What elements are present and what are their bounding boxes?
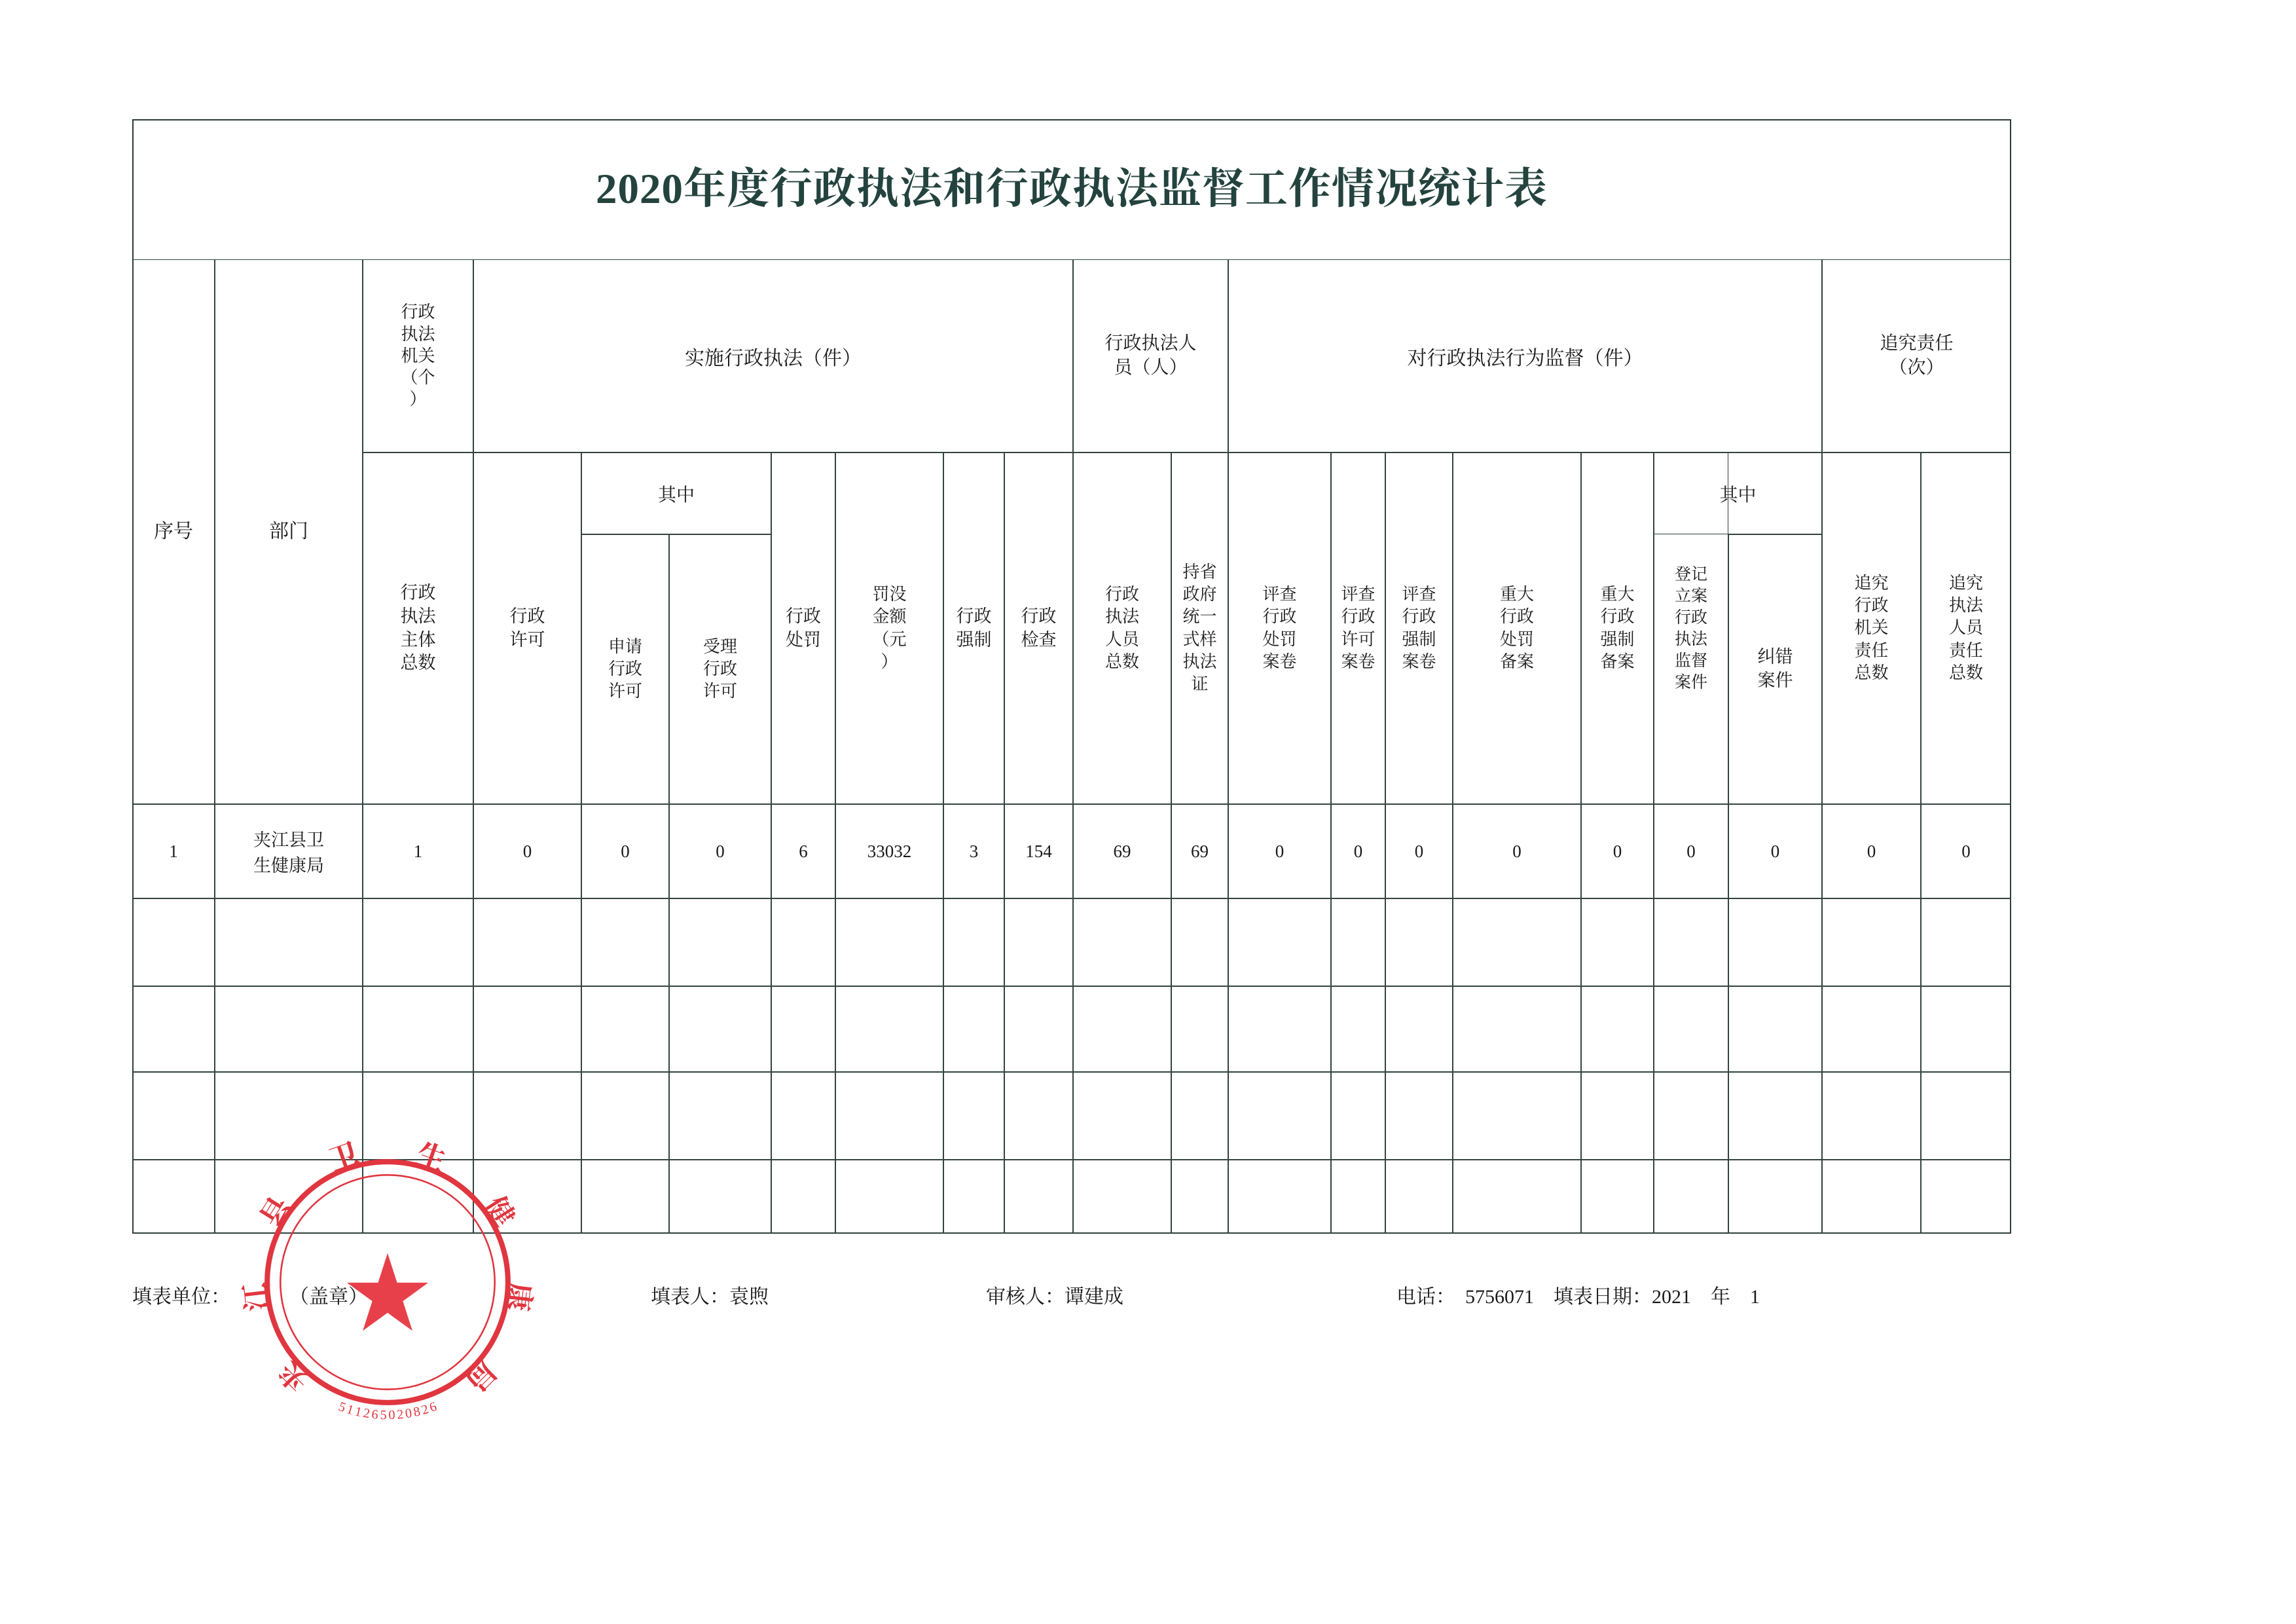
svg-text:生: 生 — [412, 1138, 450, 1177]
svg-text:1: 1 — [354, 1404, 363, 1420]
svg-text:2: 2 — [396, 1407, 404, 1422]
svg-text:2: 2 — [362, 1406, 371, 1421]
svg-text:6: 6 — [371, 1407, 379, 1422]
svg-text:5: 5 — [380, 1408, 387, 1422]
svg-text:县: 县 — [255, 1190, 297, 1232]
svg-text:江: 江 — [239, 1281, 274, 1313]
svg-text:卫: 卫 — [325, 1138, 363, 1177]
svg-text:康: 康 — [501, 1281, 536, 1313]
svg-text:局: 局 — [460, 1354, 502, 1397]
svg-text:0: 0 — [388, 1408, 395, 1422]
svg-text:健: 健 — [479, 1192, 520, 1232]
svg-text:夹: 夹 — [273, 1354, 316, 1397]
svg-text:0: 0 — [404, 1406, 412, 1421]
